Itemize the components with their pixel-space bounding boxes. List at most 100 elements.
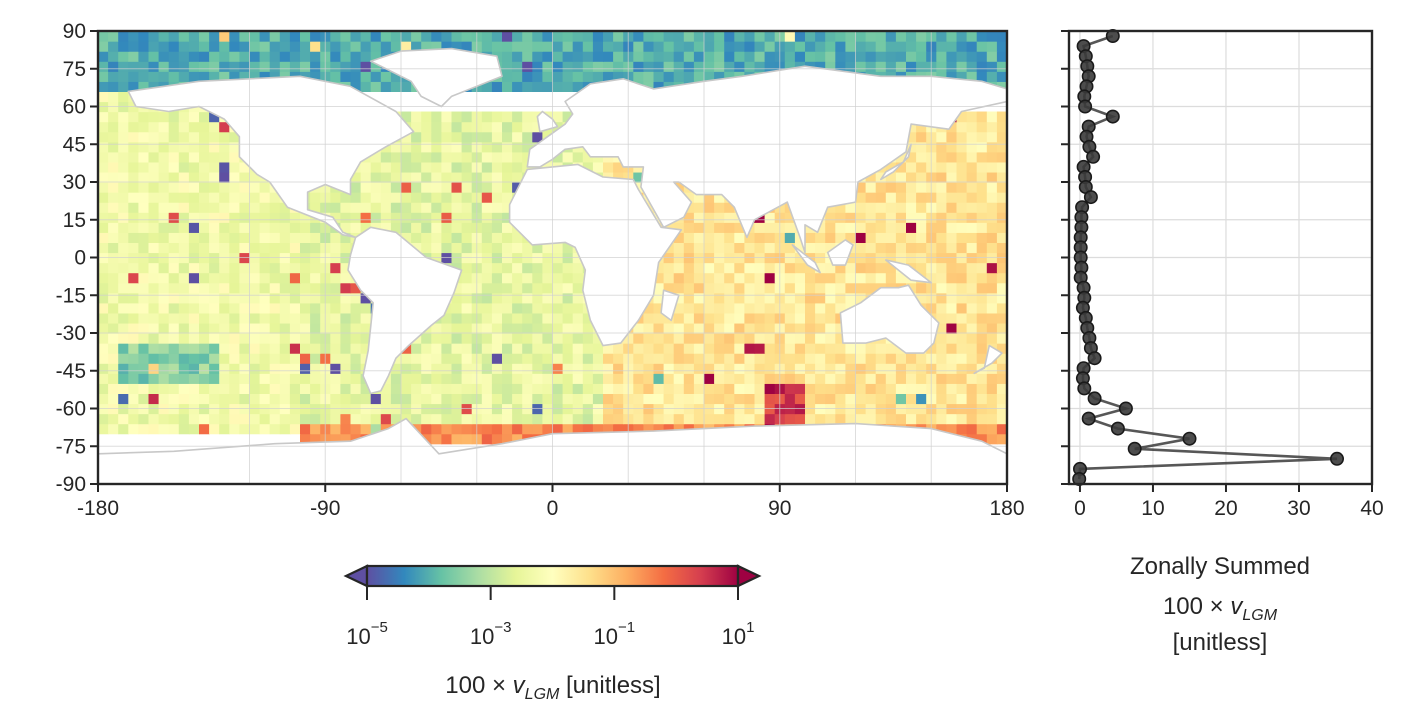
heatmap-cell <box>704 31 715 42</box>
heatmap-cell <box>653 363 665 374</box>
heatmap-cell <box>794 31 806 42</box>
heatmap-cell <box>764 302 776 314</box>
heatmap-cell <box>330 31 341 42</box>
heatmap-cell <box>199 141 210 153</box>
heatmap-cell <box>522 41 533 52</box>
heatmap-cell <box>370 81 382 92</box>
heatmap-cell <box>512 171 523 183</box>
profile-xlabel-line3: [unitless] <box>1173 629 1268 656</box>
heatmap-cell <box>825 302 836 314</box>
profile-point <box>1078 99 1093 114</box>
heatmap-cell <box>310 433 321 445</box>
heatmap-cell <box>461 232 473 243</box>
heatmap-cell <box>512 121 523 133</box>
heatmap-cell <box>239 171 251 183</box>
heatmap-cell <box>522 373 533 384</box>
heatmap-cell <box>875 51 887 62</box>
heatmap-cell <box>310 31 321 42</box>
heatmap-cell <box>380 182 392 193</box>
heatmap-cell <box>279 383 291 394</box>
heatmap-cell <box>885 61 897 72</box>
heatmap-cell <box>330 373 341 384</box>
heatmap-cell <box>885 212 897 223</box>
heatmap-cell <box>249 353 261 364</box>
heatmap-cell <box>582 31 594 42</box>
heatmap-cell <box>229 373 240 384</box>
heatmap-cell <box>653 61 665 72</box>
heatmap-cell <box>502 31 513 42</box>
heatmap-cell <box>188 71 200 82</box>
heatmap-cell <box>835 383 846 394</box>
heatmap-cell <box>249 343 261 354</box>
heatmap-cell <box>764 393 776 405</box>
heatmap-cell <box>279 363 291 374</box>
heatmap-cell <box>835 302 846 314</box>
heatmap-cell <box>168 121 180 133</box>
heatmap-cell <box>825 373 836 384</box>
heatmap-cell <box>370 61 382 72</box>
heatmap-cell <box>906 61 917 72</box>
heatmap-cell <box>481 343 493 354</box>
heatmap-cell <box>158 343 170 354</box>
heatmap-cell <box>683 312 695 324</box>
heatmap-cell <box>885 161 897 173</box>
heatmap-cell <box>481 322 493 334</box>
heatmap-cell <box>603 373 614 384</box>
heatmap-cell <box>724 292 735 304</box>
heatmap-cell <box>108 353 119 364</box>
heatmap-cell <box>552 282 564 294</box>
heatmap-cell <box>794 302 806 314</box>
heatmap-cell <box>209 363 220 374</box>
heatmap-cell <box>592 353 604 364</box>
map-x-tick-label: 180 <box>989 497 1024 520</box>
heatmap-cell <box>289 413 301 425</box>
heatmap-cell <box>562 312 574 324</box>
heatmap-cell <box>693 353 705 364</box>
heatmap-cell <box>714 192 725 203</box>
heatmap-cell <box>724 31 735 42</box>
heatmap-cell <box>360 322 372 334</box>
heatmap-cell <box>502 423 513 435</box>
heatmap-cell <box>330 61 341 72</box>
heatmap-cell <box>724 322 735 334</box>
heatmap-cell <box>572 353 584 364</box>
heatmap-cell <box>683 262 695 274</box>
heatmap-cell <box>279 292 291 304</box>
heatmap-cell <box>704 343 715 354</box>
heatmap-cell <box>673 333 685 344</box>
heatmap-cell <box>178 71 190 82</box>
heatmap-cell <box>259 242 271 254</box>
heatmap-cell <box>966 242 978 254</box>
heatmap-cell <box>350 393 362 405</box>
heatmap-cell <box>643 312 655 324</box>
heatmap-cell <box>259 41 271 52</box>
heatmap-cell <box>572 322 584 334</box>
heatmap-cell <box>966 121 978 133</box>
heatmap-cell <box>491 141 503 153</box>
colorbar-tick-label: 101 <box>722 619 755 649</box>
heatmap-cell <box>98 322 109 334</box>
heatmap-cell <box>239 312 251 324</box>
heatmap-cell <box>108 282 119 294</box>
heatmap-cell <box>188 242 200 254</box>
heatmap-cell <box>239 383 251 394</box>
heatmap-cell <box>532 413 543 425</box>
heatmap-cell <box>835 353 846 364</box>
heatmap-cell <box>138 343 150 354</box>
heatmap-cell <box>784 413 796 425</box>
heatmap-cell <box>178 242 190 254</box>
heatmap-cell <box>714 383 725 394</box>
heatmap-cell <box>481 363 493 374</box>
heatmap-cell <box>663 322 675 334</box>
heatmap-cell <box>865 232 877 243</box>
heatmap-cell <box>158 363 170 374</box>
heatmap-cell <box>481 202 493 213</box>
heatmap-cell <box>714 353 725 364</box>
heatmap-cell <box>158 232 170 243</box>
heatmap-cell <box>502 121 513 133</box>
heatmap-cell <box>673 222 685 233</box>
heatmap-cell <box>542 51 554 62</box>
heatmap-cell <box>98 292 109 304</box>
heatmap-cell <box>976 322 988 334</box>
heatmap-cell <box>128 141 139 153</box>
